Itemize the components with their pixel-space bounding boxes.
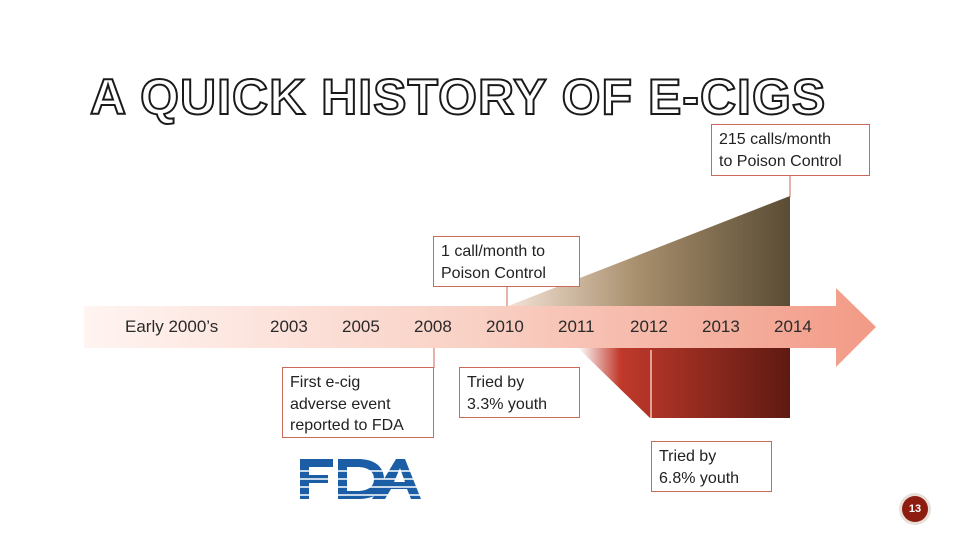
year-label-2008: 2008: [414, 317, 452, 336]
callout-fda-adverse-event: First e-cig adverse event reported to FD…: [282, 367, 434, 438]
callout-line: Tried by: [467, 374, 525, 391]
year-label-2012: 2012: [630, 317, 668, 336]
page-number: 13: [902, 496, 928, 522]
year-label-2003: 2003: [270, 317, 308, 336]
year-label-2013: 2013: [702, 317, 740, 336]
year-label-2011: 2011: [558, 317, 595, 336]
callout-line: to Poison Control: [719, 152, 842, 170]
callout-line: 1 call/month to: [441, 243, 546, 260]
year-label-early-2000s: Early 2000’s: [125, 317, 219, 336]
callout-poison-control-2014: 215 calls/month to Poison Control: [711, 124, 870, 176]
callout-line: adverse event: [290, 395, 391, 413]
callout-youth-2012: Tried by 6.8% youth: [651, 441, 772, 492]
year-label-2005: 2005: [342, 317, 380, 336]
year-label-2010: 2010: [486, 317, 524, 336]
slide-title: A QUICK HISTORY OF E-CIGS: [89, 69, 827, 125]
callout-line: Tried by: [659, 448, 717, 465]
callout-poison-control-2010: 1 call/month to Poison Control: [433, 236, 580, 287]
callout-line: First e-cig: [290, 374, 361, 391]
page-number-badge: 13: [899, 493, 931, 525]
callout-youth-2011: Tried by 3.3% youth: [459, 367, 580, 418]
timeline-arrow: [84, 288, 876, 367]
callout-line: 6.8% youth: [659, 469, 740, 487]
callout-line: 3.3% youth: [467, 395, 548, 413]
youth-use-shape: [578, 348, 790, 418]
callout-line: Poison Control: [441, 264, 546, 282]
callout-line: reported to FDA: [290, 417, 404, 434]
callout-line: 215 calls/month: [719, 131, 832, 148]
year-label-2014: 2014: [774, 317, 812, 336]
fda-logo: [298, 456, 421, 501]
